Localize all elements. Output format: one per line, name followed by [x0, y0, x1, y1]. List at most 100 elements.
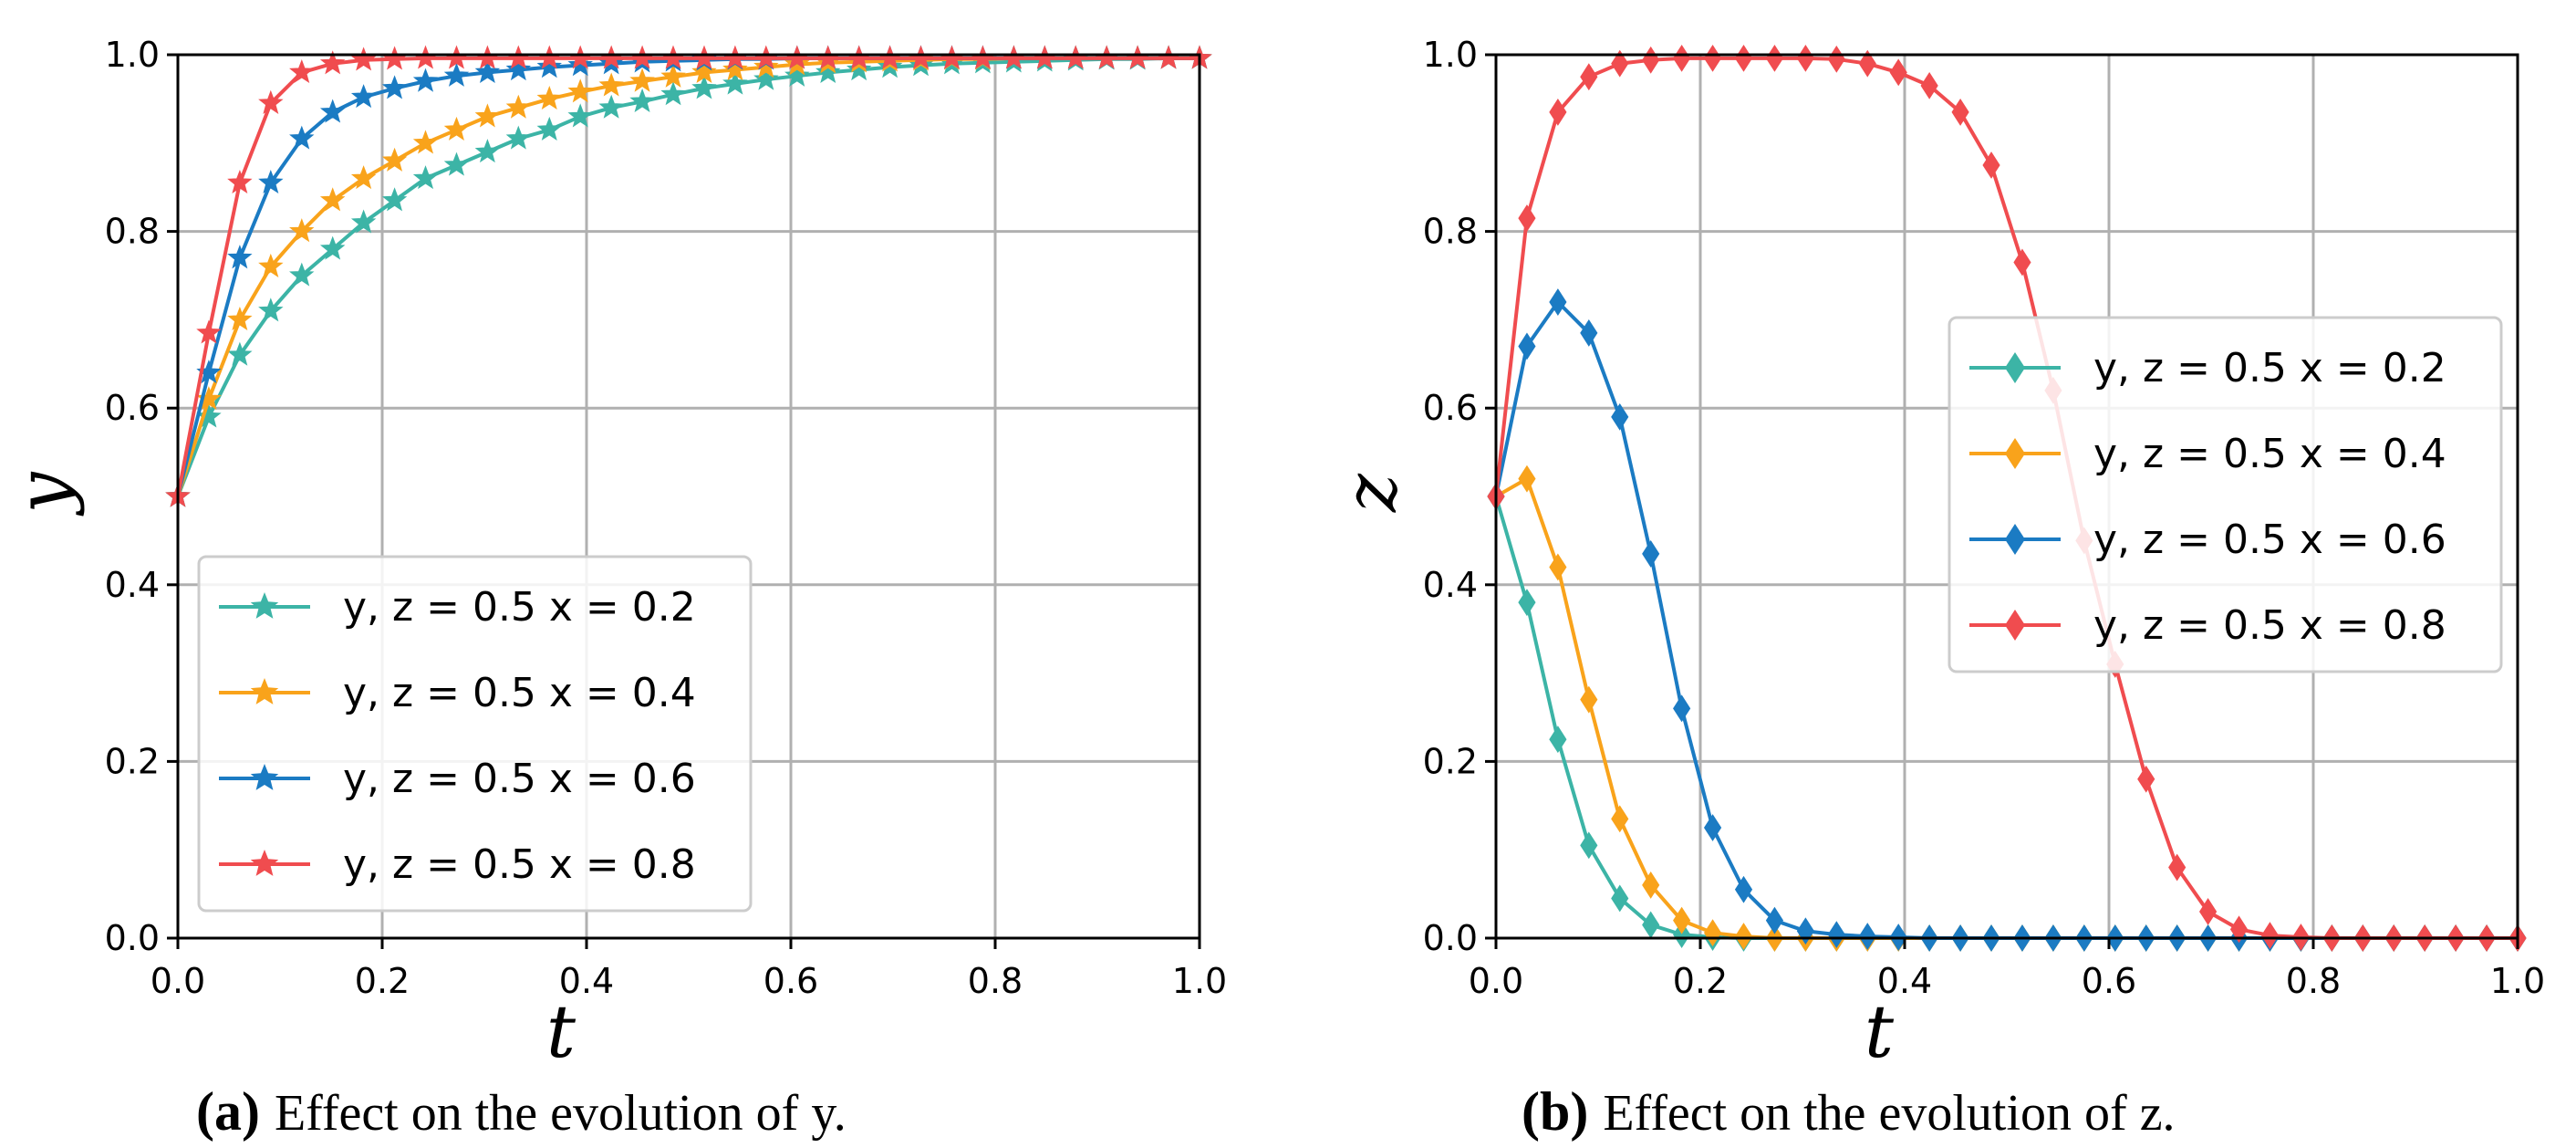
legend-swatch-marker — [250, 850, 279, 876]
data-point — [1580, 63, 1598, 91]
y-tick-label: 0.0 — [1423, 918, 1478, 958]
legend-swatch-marker — [250, 678, 279, 704]
data-point — [474, 103, 501, 128]
legend-item-x08: y, z = 0.5 x = 0.8 — [1969, 602, 2446, 649]
data-point — [289, 262, 315, 287]
data-point — [1580, 831, 1598, 860]
data-point — [1673, 921, 1691, 949]
legend-label: y, z = 0.5 x = 0.2 — [343, 584, 696, 631]
legend: y, z = 0.5 x = 0.2 y, z = 0.5 x = 0.4 y, z… — [197, 555, 753, 913]
legend-item-x06: y, z = 0.5 x = 0.6 — [1969, 517, 2446, 563]
series-x04 — [165, 45, 1212, 507]
data-point — [1982, 151, 2000, 179]
data-point — [1549, 288, 1567, 316]
data-point — [350, 209, 377, 234]
data-point — [629, 68, 655, 92]
y-tick-label: 1.0 — [105, 35, 160, 75]
data-point — [1156, 45, 1181, 69]
x-tick-label: 0.8 — [2286, 961, 2341, 1001]
data-point — [350, 47, 377, 71]
caption-letter: (b) — [1522, 1081, 1588, 1142]
y-tick-label: 0.0 — [105, 918, 160, 958]
data-point — [1611, 402, 1629, 431]
y-tick-label: 0.6 — [1423, 388, 1478, 428]
legend-item-x04: y, z = 0.5 x = 0.4 — [219, 670, 696, 716]
legend-label: y, z = 0.5 x = 0.6 — [2093, 517, 2446, 563]
data-point — [505, 94, 532, 119]
data-point — [2260, 922, 2280, 950]
x-tick-label: 0.2 — [355, 961, 410, 1001]
series-x08 — [165, 45, 1212, 507]
data-point — [1611, 884, 1629, 913]
data-point — [660, 81, 686, 106]
y-axis-label: y — [1, 471, 86, 517]
data-point — [2168, 853, 2186, 882]
data-point — [1765, 44, 1784, 72]
data-point — [629, 88, 655, 112]
data-point — [350, 84, 377, 109]
data-point — [474, 139, 501, 163]
data-point — [1611, 805, 1629, 833]
legend-swatch-marker — [2005, 352, 2025, 383]
data-point — [196, 319, 222, 344]
data-point — [1518, 332, 1536, 360]
data-point — [1920, 71, 1938, 99]
y-axis-label: z — [1328, 473, 1413, 513]
data-point — [1734, 875, 1753, 903]
data-point — [536, 54, 562, 78]
caption-text: Effect on the evolution of z. — [1603, 1085, 2175, 1142]
data-point — [1827, 921, 1845, 949]
caption-text: Effect on the evolution of y. — [275, 1085, 847, 1142]
data-point — [1827, 45, 1845, 73]
data-point — [196, 386, 222, 411]
series-line-x02 — [176, 56, 1200, 497]
data-point — [319, 235, 346, 260]
data-point — [1673, 44, 1691, 72]
data-point — [567, 78, 593, 103]
data-point — [691, 75, 717, 99]
x-tick-label: 1.0 — [1172, 961, 1227, 1001]
legend: y, z = 0.5 x = 0.2 y, z = 0.5 x = 0.4 y, z… — [1948, 316, 2503, 673]
data-point — [2229, 915, 2249, 944]
legend-item-x02: y, z = 0.5 x = 0.2 — [219, 584, 696, 631]
data-point — [1580, 318, 1598, 347]
data-point — [1549, 553, 1567, 581]
data-point — [1765, 906, 1784, 934]
data-point — [598, 94, 624, 119]
data-point — [1889, 58, 1907, 87]
data-point — [258, 89, 284, 114]
data-point — [2013, 248, 2031, 277]
series-line-x06 — [176, 56, 1200, 497]
data-point — [474, 58, 501, 84]
data-point — [722, 57, 748, 81]
y-tick-label: 0.2 — [1423, 741, 1478, 781]
data-point — [1642, 539, 1660, 568]
series-x06 — [165, 45, 1212, 507]
data-point — [784, 62, 810, 87]
legend-box — [197, 555, 753, 913]
panel-caption: (a) Effect on the evolution of y. — [196, 1081, 847, 1142]
legend-box — [1948, 316, 2503, 673]
y-tick-label: 0.6 — [105, 388, 160, 428]
data-point — [412, 130, 439, 154]
data-point — [1673, 694, 1691, 723]
y-tick-label: 0.4 — [105, 565, 160, 605]
data-point — [505, 57, 532, 81]
data-point — [443, 151, 470, 176]
data-point — [443, 62, 470, 87]
data-point — [2137, 765, 2155, 793]
data-point — [289, 125, 315, 150]
legend-swatch-marker — [250, 764, 279, 790]
data-point — [350, 165, 377, 190]
data-point — [846, 57, 872, 81]
legend-swatch-marker — [2005, 610, 2025, 641]
legend-swatch-marker — [2005, 524, 2025, 555]
data-point — [1549, 98, 1567, 126]
data-point — [258, 169, 284, 194]
legend-item-x02: y, z = 0.5 x = 0.2 — [1969, 345, 2446, 391]
data-point — [1580, 685, 1598, 714]
data-point — [319, 50, 346, 75]
legend-label: y, z = 0.5 x = 0.4 — [343, 670, 696, 716]
data-point — [412, 165, 439, 190]
